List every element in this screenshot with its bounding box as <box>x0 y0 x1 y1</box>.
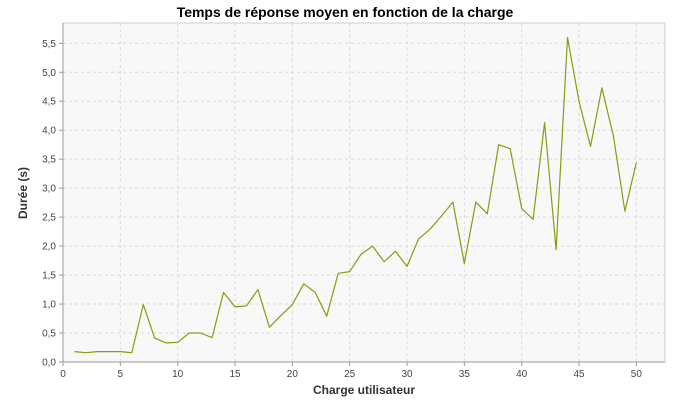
y-tick-label: 2,0 <box>42 242 56 253</box>
axes <box>62 22 666 363</box>
x-tick-label: 20 <box>287 369 299 380</box>
y-tick-label: 4,5 <box>42 97 56 108</box>
plot-area <box>63 23 665 362</box>
y-tick-label: 3,0 <box>42 184 56 195</box>
x-tick-label: 40 <box>516 369 528 380</box>
y-tick-label: 0,5 <box>42 329 56 340</box>
chart-title: Temps de réponse moyen en fonction de la… <box>177 4 514 20</box>
y-axis-label: Durée (s) <box>16 167 30 219</box>
x-axis-label: Charge utilisateur <box>313 383 415 397</box>
y-tick-label: 2,5 <box>42 213 56 224</box>
x-tick-label: 10 <box>172 369 184 380</box>
y-tick-label: 0,0 <box>42 358 56 369</box>
series-line <box>74 36 637 354</box>
y-axis-ticks: 0,0 0,5 1,0 1,5 2,0 2,5 3,0 3,5 4,0 4,5 5,0 5,5 <box>42 39 63 369</box>
y-tick-label: 1,5 <box>42 271 56 282</box>
y-tick-label: 4,0 <box>42 126 56 137</box>
y-tick-label: 1,0 <box>42 300 56 311</box>
y-tick-label: 3,5 <box>42 155 56 166</box>
grid-lines <box>63 23 665 362</box>
x-tick-label: 15 <box>229 369 241 380</box>
x-tick-label: 50 <box>631 369 643 380</box>
x-tick-label: 0 <box>60 369 66 380</box>
x-tick-label: 5 <box>118 369 124 380</box>
x-tick-label: 25 <box>344 369 356 380</box>
x-tick-label: 45 <box>573 369 585 380</box>
x-tick-label: 35 <box>459 369 471 380</box>
series-layer <box>74 36 637 354</box>
y-tick-label: 5,0 <box>42 68 56 79</box>
y-tick-label: 5,5 <box>42 39 56 50</box>
x-tick-label: 30 <box>401 369 413 380</box>
x-axis-ticks: 0 5 10 15 20 25 30 35 40 45 50 <box>60 362 642 380</box>
